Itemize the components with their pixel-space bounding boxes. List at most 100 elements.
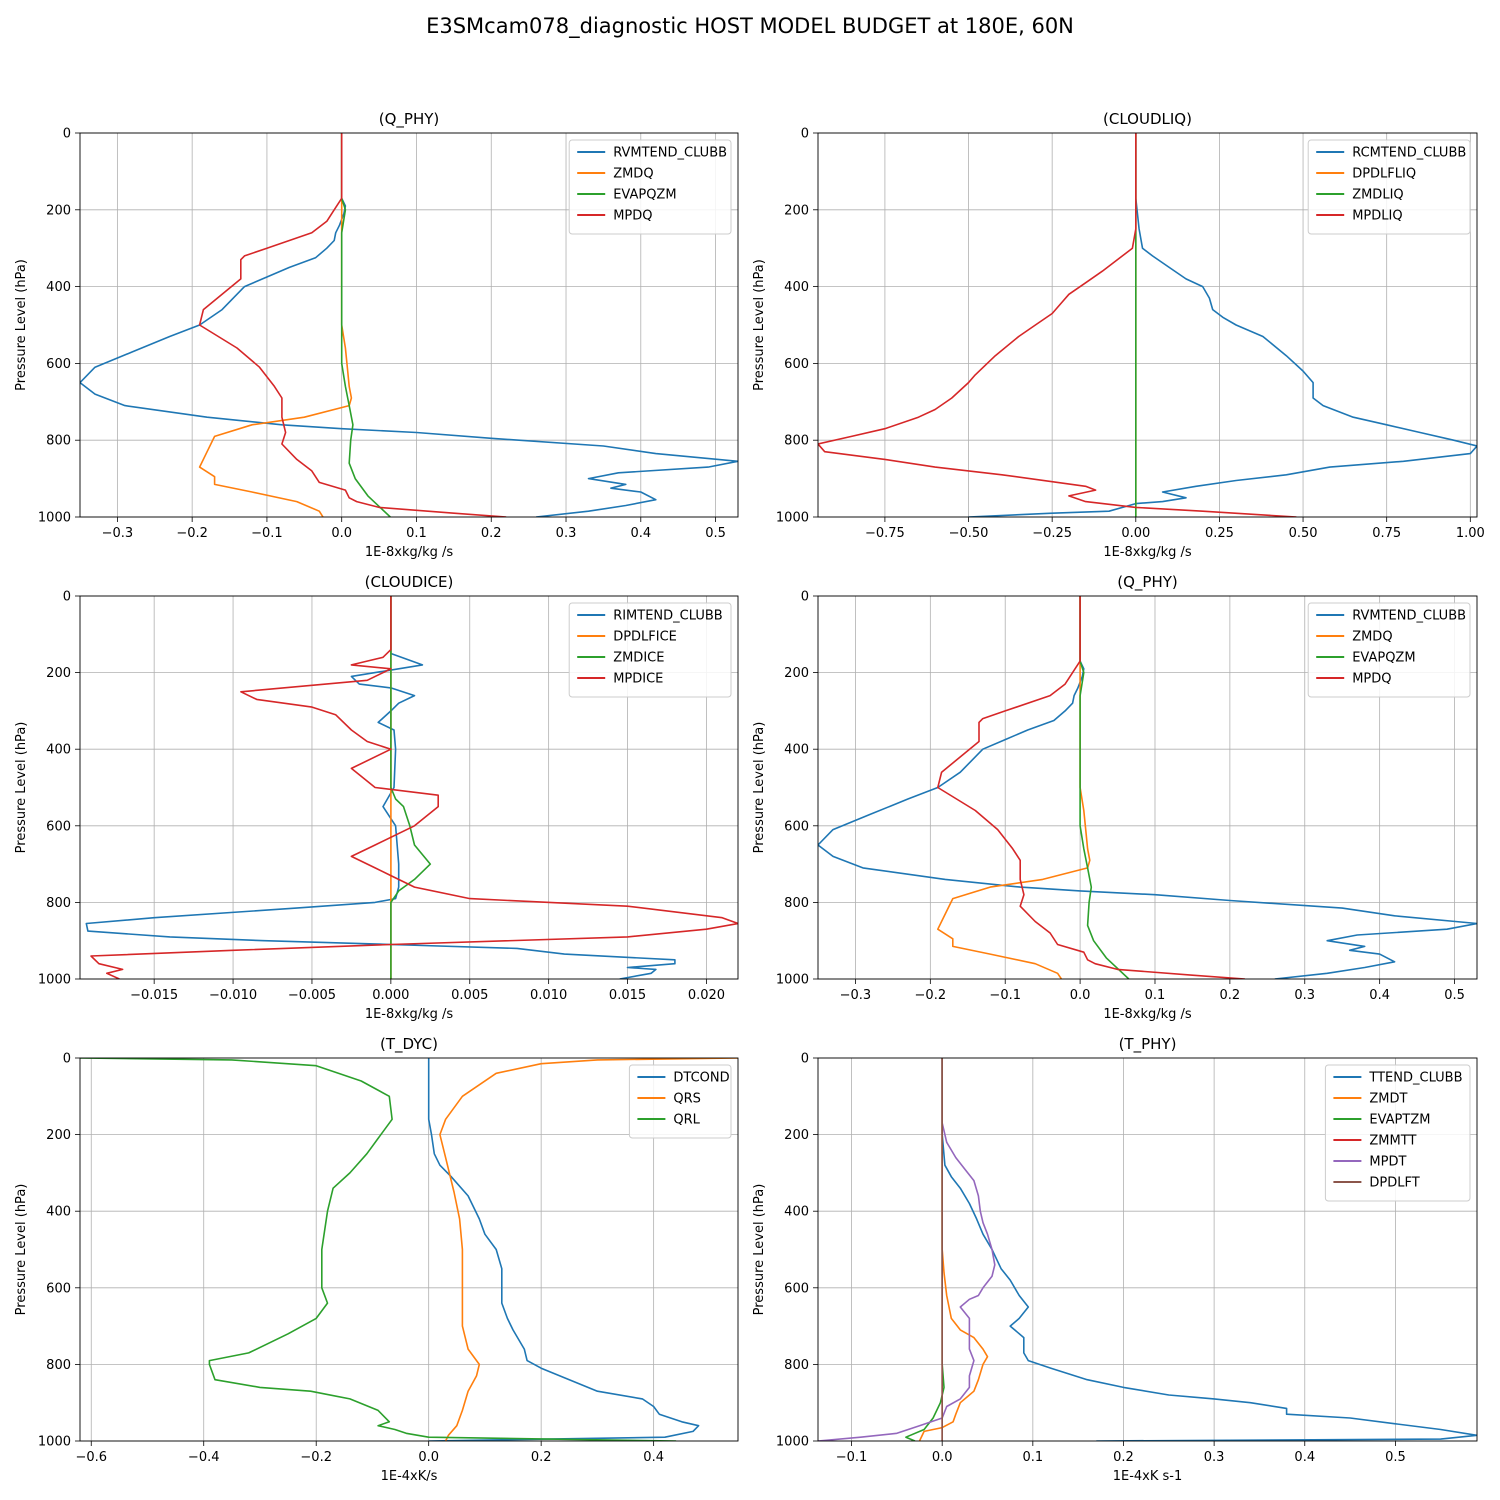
x-axis-label: 1E-8xkg/kg /s — [365, 545, 454, 560]
x-axis-label: 1E-4xK/s — [381, 1469, 438, 1484]
x-tick-label: 0.020 — [688, 988, 725, 1003]
x-tick-label: −0.75 — [865, 526, 905, 541]
y-tick-label: 0 — [63, 127, 71, 142]
y-tick-label: 600 — [784, 819, 809, 834]
series-line-dtcond — [427, 1058, 700, 1441]
series-line-rvmtend-clubb — [80, 133, 738, 517]
x-tick-label: −0.6 — [75, 1450, 107, 1465]
legend-entry: MPDQ — [1352, 672, 1391, 687]
legend-entry: QRL — [673, 1113, 700, 1128]
y-tick-label: 0 — [63, 590, 71, 605]
legend-entry: ZMDQ — [1352, 630, 1392, 645]
subplot-1: −0.3 −0.2 −0.1 0.0 0.1 0.2 0.3 0.4 0.5 0 200 400 600… — [14, 110, 739, 560]
legend-entry: EVAPTZM — [1369, 1113, 1430, 1128]
x-tick-label: 0.2 — [531, 1450, 552, 1465]
y-tick-label: 400 — [784, 1205, 809, 1220]
y-tick-label: 0 — [801, 127, 809, 142]
legend-entry: MPDT — [1369, 1155, 1406, 1170]
y-tick-label: 1000 — [776, 1435, 809, 1450]
series-line-mpdice — [90, 596, 738, 979]
subplot-5: −0.6 −0.4 −0.2 0.0 0.2 0.4 0 200 400 600 800 1000 (T… — [14, 1035, 739, 1484]
legend-entry: ZMMTT — [1369, 1134, 1416, 1149]
legend-entry: RVMTEND_CLUBB — [1352, 609, 1466, 624]
x-tick-label: −0.50 — [949, 526, 989, 541]
series-line-mpdt — [818, 1058, 996, 1441]
series-line-evapqzm — [1079, 596, 1130, 979]
legend-entry: DPDLFICE — [613, 630, 677, 645]
subplot-4: −0.3 −0.2 −0.1 0.0 0.1 0.2 0.3 0.4 0.5 0 200 400 600… — [752, 573, 1478, 1022]
series-group — [818, 1058, 1477, 1441]
legend-box — [1307, 139, 1471, 235]
x-tick-label: 0.1 — [1022, 1450, 1043, 1465]
y-tick-label: 200 — [46, 666, 71, 681]
series-line-qrs — [439, 1058, 738, 1441]
x-tick-label: 0.015 — [609, 988, 646, 1003]
x-tick-label: 0.5 — [1385, 1450, 1406, 1465]
x-tick-label: 0.5 — [705, 526, 726, 541]
x-tick-label: 0.4 — [1294, 1450, 1315, 1465]
series-line-zmdt — [918, 1058, 989, 1441]
x-tick-label: −0.1 — [836, 1450, 868, 1465]
y-tick-label: 800 — [46, 896, 71, 911]
x-tick-label: −0.3 — [840, 988, 872, 1003]
y-tick-label: 600 — [46, 819, 71, 834]
y-tick-label: 1000 — [776, 511, 809, 526]
legend-entry: TTEND_CLUBB — [1368, 1071, 1462, 1086]
series-group — [80, 1058, 738, 1441]
series-line-evaptzm — [905, 1058, 945, 1441]
x-tick-label: 0.0 — [331, 526, 352, 541]
subplot-2: −0.75 −0.50 −0.25 0.00 0.25 0.50 0.75 1.00 0 200 4… — [752, 110, 1485, 560]
y-tick-label: 200 — [46, 203, 71, 218]
y-tick-label: 600 — [784, 1281, 809, 1296]
axes-frame — [817, 132, 1478, 518]
x-tick-label: 0.4 — [1369, 988, 1390, 1003]
series-line-mpdliq — [818, 133, 1297, 517]
subplot-3: −0.015 −0.010 −0.005 0.000 0.005 0.010 0.015 0.… — [14, 573, 739, 1022]
x-tick-label: 0.3 — [1204, 1450, 1225, 1465]
y-tick-label: 400 — [46, 743, 71, 758]
y-tick-label: 800 — [784, 434, 809, 449]
x-tick-label: −0.2 — [300, 1450, 332, 1465]
legend-entry: EVAPQZM — [1352, 651, 1415, 666]
y-tick-label: 800 — [784, 1358, 809, 1373]
y-axis-label: Pressure Level (hPa) — [14, 722, 29, 854]
y-tick-label: 400 — [784, 743, 809, 758]
y-tick-label: 1000 — [38, 511, 71, 526]
legend-entry: QRS — [673, 1092, 701, 1107]
series-line-rcmtend-clubb — [968, 133, 1477, 517]
x-tick-label: 0.25 — [1205, 526, 1234, 541]
x-tick-label: 0.00 — [1121, 526, 1150, 541]
series-line-zmdice — [390, 596, 432, 979]
axes-frame — [817, 595, 1478, 980]
x-tick-label: 0.005 — [451, 988, 488, 1003]
y-tick-label: 800 — [784, 896, 809, 911]
series-group — [818, 596, 1477, 979]
y-axis-label: Pressure Level (hPa) — [752, 1184, 767, 1316]
x-tick-label: 0.010 — [530, 988, 567, 1003]
y-tick-label: 0 — [63, 1052, 71, 1067]
x-tick-label: −0.3 — [102, 526, 134, 541]
y-tick-label: 0 — [801, 590, 809, 605]
y-tick-label: 400 — [46, 280, 71, 295]
x-tick-label: 0.50 — [1289, 526, 1318, 541]
x-tick-label: 0.1 — [406, 526, 427, 541]
x-tick-label: 0.3 — [1294, 988, 1315, 1003]
y-tick-label: 400 — [784, 280, 809, 295]
x-axis-label: 1E-8xkg/kg /s — [365, 1007, 454, 1022]
legend-entry: EVAPQZM — [613, 188, 676, 203]
y-tick-label: 800 — [46, 1358, 71, 1373]
x-tick-label: 0.75 — [1372, 526, 1401, 541]
y-axis-label: Pressure Level (hPa) — [752, 722, 767, 854]
x-tick-label: 0.2 — [1220, 988, 1241, 1003]
legend-entry: ZMDLIQ — [1352, 188, 1403, 203]
y-axis-label: Pressure Level (hPa) — [14, 259, 29, 391]
legend: TTEND_CLUBB ZMDT EVAPTZM ZMMTT MPDT DPDLFT — [1324, 1064, 1471, 1202]
subplot-title: (Q_PHY) — [1117, 573, 1178, 592]
figure-title: E3SMcam078_diagnostic HOST MODEL BUDGET … — [426, 14, 1074, 38]
series-line-rvmtend-clubb — [818, 596, 1477, 979]
x-tick-label: 0.3 — [556, 526, 577, 541]
subplot-title: (T_DYC) — [380, 1035, 438, 1054]
legend-entry: MPDICE — [613, 672, 663, 687]
x-tick-label: 0.0 — [418, 1450, 439, 1465]
